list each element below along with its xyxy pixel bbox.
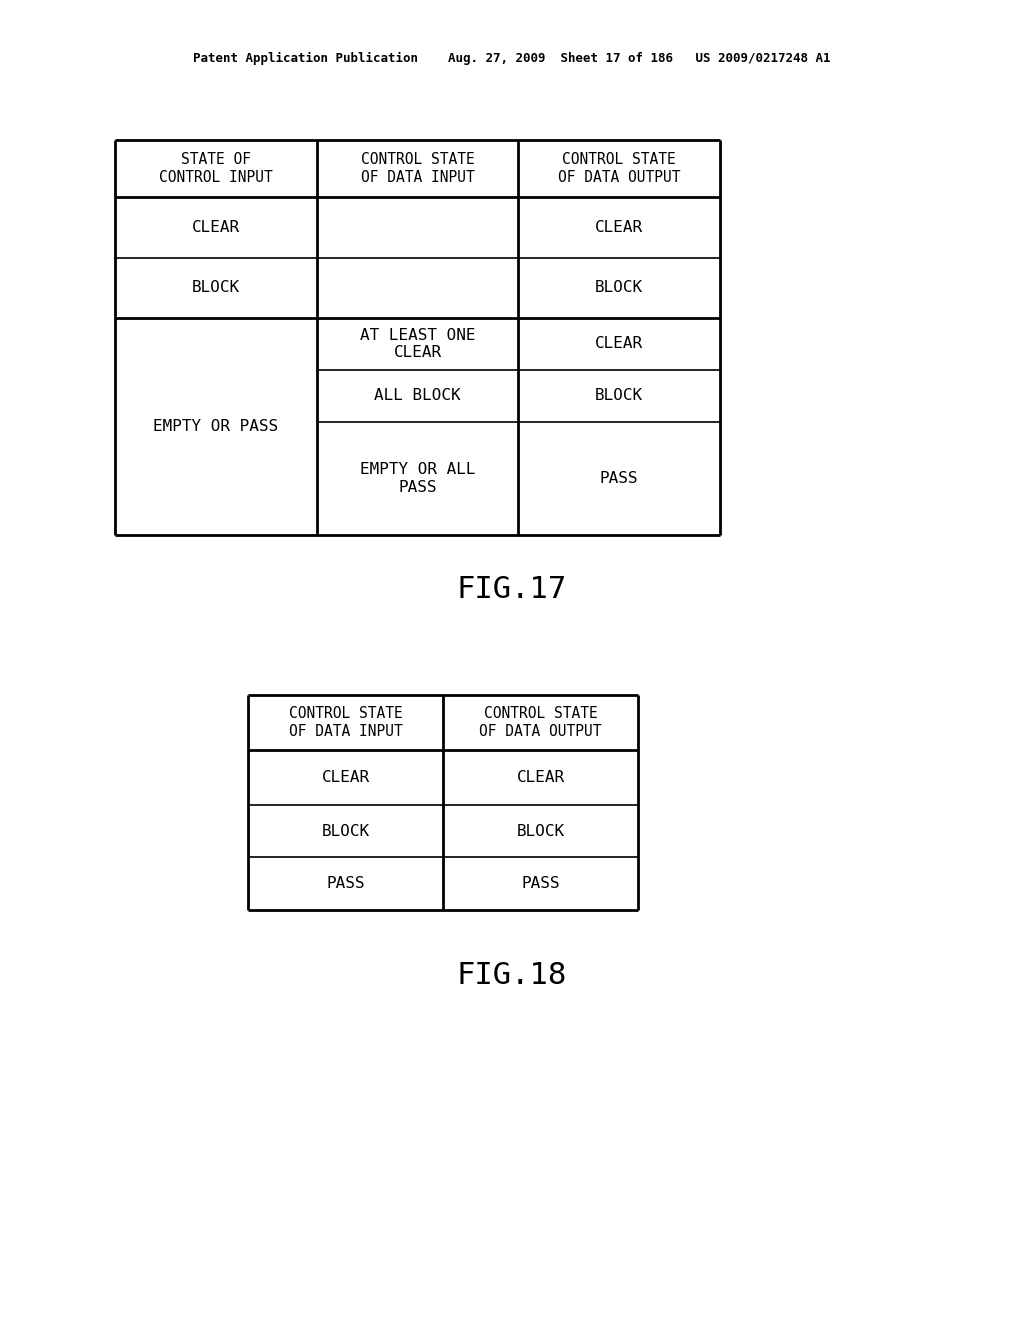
- Text: BLOCK: BLOCK: [322, 824, 370, 838]
- Text: PASS: PASS: [600, 471, 638, 486]
- Text: CLEAR: CLEAR: [191, 220, 240, 235]
- Text: AT LEAST ONE
CLEAR: AT LEAST ONE CLEAR: [359, 327, 475, 360]
- Text: FIG.18: FIG.18: [457, 961, 567, 990]
- Text: EMPTY OR PASS: EMPTY OR PASS: [154, 418, 279, 434]
- Text: CONTROL STATE
OF DATA INPUT: CONTROL STATE OF DATA INPUT: [289, 706, 402, 739]
- Text: BLOCK: BLOCK: [516, 824, 564, 838]
- Text: CLEAR: CLEAR: [322, 770, 370, 785]
- Text: BLOCK: BLOCK: [595, 388, 643, 404]
- Text: CONTROL STATE
OF DATA INPUT: CONTROL STATE OF DATA INPUT: [360, 152, 474, 185]
- Text: BLOCK: BLOCK: [191, 281, 240, 296]
- Text: STATE OF
CONTROL INPUT: STATE OF CONTROL INPUT: [159, 152, 272, 185]
- Text: CONTROL STATE
OF DATA OUTPUT: CONTROL STATE OF DATA OUTPUT: [479, 706, 602, 739]
- Text: FIG.17: FIG.17: [457, 576, 567, 605]
- Text: PASS: PASS: [327, 876, 365, 891]
- Text: CONTROL STATE
OF DATA OUTPUT: CONTROL STATE OF DATA OUTPUT: [558, 152, 680, 185]
- Text: ALL BLOCK: ALL BLOCK: [374, 388, 461, 404]
- Text: BLOCK: BLOCK: [595, 281, 643, 296]
- Text: CLEAR: CLEAR: [516, 770, 564, 785]
- Text: CLEAR: CLEAR: [595, 337, 643, 351]
- Text: EMPTY OR ALL
PASS: EMPTY OR ALL PASS: [359, 462, 475, 495]
- Text: PASS: PASS: [521, 876, 560, 891]
- Text: Patent Application Publication    Aug. 27, 2009  Sheet 17 of 186   US 2009/02172: Patent Application Publication Aug. 27, …: [194, 51, 830, 65]
- Text: CLEAR: CLEAR: [595, 220, 643, 235]
